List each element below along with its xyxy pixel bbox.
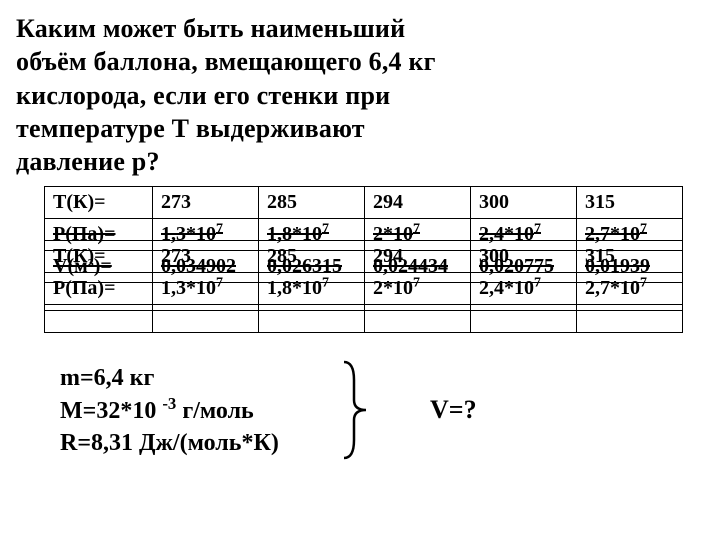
cell-T-0: 273 (153, 187, 259, 219)
front-row-empty (45, 305, 683, 333)
q-line3: кислорода, если его стенки при (16, 81, 390, 110)
cell-T-4: 315 (577, 187, 683, 219)
question-text: Каким может быть наименьший объём баллон… (16, 12, 704, 178)
fcell-T-4: 315 (577, 241, 683, 273)
q-line4: температуре Т выдерживают (16, 114, 365, 143)
q-line1: Каким может быть наименьший (16, 14, 405, 43)
fcell-P-0: 1,3*107 (153, 273, 259, 305)
bracket-icon (342, 360, 370, 460)
fcell-T-label: Т(К)= (45, 241, 153, 273)
front-row-T: Т(К)= 273 285 294 300 315 (45, 241, 683, 273)
given-R: R=8,31 Дж/(моль*К) (60, 427, 704, 459)
fcell-empty-4 (471, 305, 577, 333)
fcell-T-0: 273 (153, 241, 259, 273)
fcell-empty-0 (45, 305, 153, 333)
unknown-V: V=? (430, 392, 477, 427)
given-m: m=6,4 кг (60, 362, 704, 394)
fcell-P-3: 2,4*107 (471, 273, 577, 305)
given-M-pre: М=32*10 (60, 398, 162, 424)
cell-T-label: Т(К)= (45, 187, 153, 219)
given-M-post: г/моль (176, 398, 253, 424)
fcell-empty-3 (365, 305, 471, 333)
q-line2: объём баллона, вмещающего 6,4 кг (16, 47, 436, 76)
fcell-empty-1 (153, 305, 259, 333)
fcell-empty-5 (577, 305, 683, 333)
given-M-exp: -3 (162, 394, 176, 413)
given-block: m=6,4 кг М=32*10 -3 г/моль R=8,31 Дж/(мо… (60, 362, 704, 459)
fcell-T-1: 285 (259, 241, 365, 273)
given-M: М=32*10 -3 г/моль (60, 395, 704, 427)
cell-T-1: 285 (259, 187, 365, 219)
cell-T-2: 294 (365, 187, 471, 219)
fcell-P-1: 1,8*107 (259, 273, 365, 305)
front-row-P: Р(Па)= 1,3*107 1,8*107 2*107 2,4*107 2,7… (45, 273, 683, 305)
fcell-T-3: 300 (471, 241, 577, 273)
fcell-P-label: Р(Па)= (45, 273, 153, 305)
data-tables-overlay: Т(К)= 273 285 294 300 315 Р(Па)= 1,3*107… (44, 186, 680, 348)
cell-T-3: 300 (471, 187, 577, 219)
fcell-T-2: 294 (365, 241, 471, 273)
table-front: Т(К)= 273 285 294 300 315 Р(Па)= 1,3*107… (44, 240, 683, 333)
back-row-T: Т(К)= 273 285 294 300 315 (45, 187, 683, 219)
q-line5: давление р? (16, 147, 160, 176)
fcell-P-2: 2*107 (365, 273, 471, 305)
fcell-empty-2 (259, 305, 365, 333)
fcell-P-4: 2,7*107 (577, 273, 683, 305)
